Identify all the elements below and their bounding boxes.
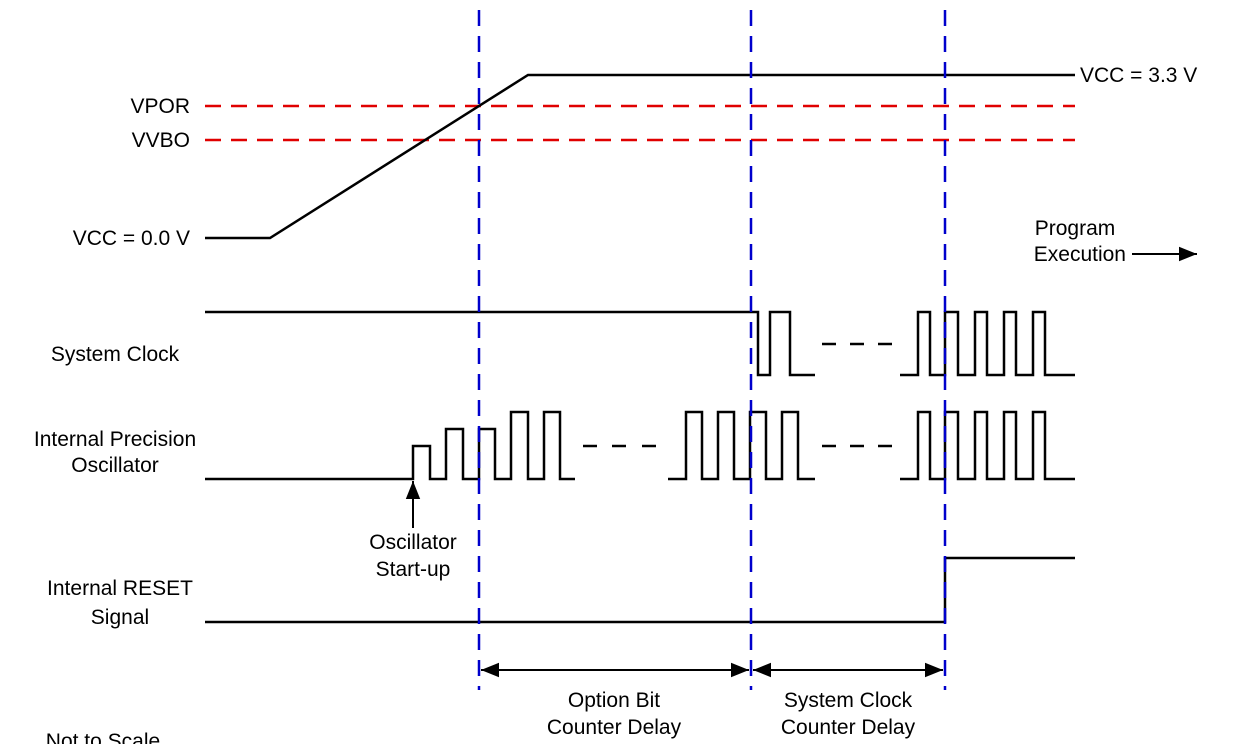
system-clock-label: System Clock xyxy=(51,343,180,366)
reset-label-line1: Internal RESET xyxy=(47,577,193,600)
ipo-label-line2: Oscillator xyxy=(71,454,159,477)
vcc-high-label: VCC = 3.3 V xyxy=(1080,64,1197,87)
vcc-low-label: VCC = 0.0 V xyxy=(73,227,190,250)
vcc-waveform xyxy=(205,73,1075,240)
option-bit-delay-line1: Option Bit xyxy=(568,689,660,712)
not-to-scale-label: Not to Scale xyxy=(46,730,160,744)
vpor-label: VPOR xyxy=(130,95,190,118)
program-label: Program xyxy=(1035,217,1116,240)
system-clock-delay-line1: System Clock xyxy=(784,689,913,712)
option-bit-delay-line2: Counter Delay xyxy=(547,716,682,739)
oscillator-startup-line1: Oscillator xyxy=(369,531,457,554)
execution-label: Execution xyxy=(1034,243,1126,266)
system-clock-waveform xyxy=(205,310,1075,377)
oscillator-waveform xyxy=(205,410,1075,481)
reset-label-line2: Signal xyxy=(91,606,149,629)
oscillator-startup-line2: Start-up xyxy=(376,558,451,581)
vvbo-label: VVBO xyxy=(132,129,190,152)
ipo-label-line1: Internal Precision xyxy=(34,428,196,451)
system-clock-delay-line2: Counter Delay xyxy=(781,716,916,739)
